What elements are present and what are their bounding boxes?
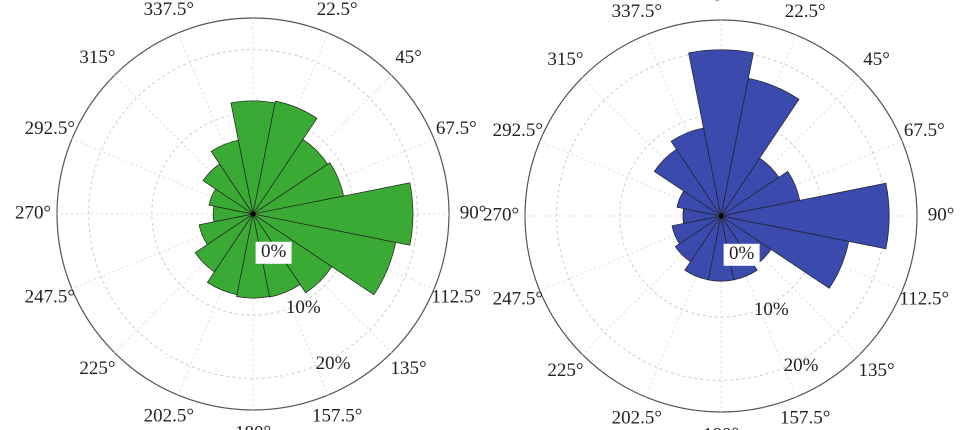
angle-label: 22.5° (785, 1, 826, 22)
r-tick-label: 20% (316, 353, 351, 374)
bar (720, 77, 800, 217)
angle-label: 135° (859, 360, 895, 381)
angle-label: 157.5° (780, 408, 830, 429)
angle-label: 45° (395, 47, 422, 68)
bar (684, 215, 722, 281)
bar (720, 215, 850, 289)
angle-label: 270° (15, 202, 51, 223)
angle-label: 180° (703, 424, 739, 430)
bar (252, 182, 414, 246)
bar (252, 213, 333, 294)
bar (252, 213, 397, 296)
angle-label: 247.5° (25, 287, 75, 308)
center-dot (718, 213, 724, 219)
angle-label: 45° (863, 49, 890, 70)
bar (198, 213, 254, 246)
angle-label: 225° (547, 360, 583, 381)
angle-label: 292.5° (493, 120, 543, 141)
r-tick-label: 10% (286, 297, 321, 318)
angle-label: 0° (712, 0, 729, 5)
bar (252, 100, 318, 215)
bar (210, 139, 254, 215)
angle-label: 247.5° (493, 289, 543, 310)
angle-label: 90° (928, 204, 955, 225)
r-tick-label: 0% (261, 241, 287, 262)
bar (206, 213, 254, 296)
tick-label-bg (255, 241, 292, 264)
angle-label: 67.5° (904, 120, 945, 141)
center-dot (250, 211, 256, 217)
r-tick-label: 0% (729, 243, 755, 264)
bar (670, 127, 722, 217)
tick-label-bg (723, 243, 760, 266)
angle-label: 112.5° (431, 287, 481, 308)
bar (720, 182, 890, 250)
angle-label: 337.5° (144, 0, 194, 20)
angle-label: 292.5° (25, 118, 75, 139)
angle-label: 337.5° (612, 1, 662, 22)
bar (674, 215, 722, 263)
angle-label: 22.5° (317, 0, 358, 20)
angle-label: 112.5° (899, 289, 949, 310)
r-tick-label: 10% (754, 299, 789, 320)
angle-label: 157.5° (312, 406, 362, 427)
angle-label: 202.5° (612, 408, 662, 429)
angle-label: 180° (235, 422, 271, 430)
r-tick-label: 20% (784, 355, 819, 376)
angle-label: 270° (483, 204, 519, 225)
bar (236, 213, 270, 299)
angle-label: 135° (391, 358, 427, 379)
angle-label: 0° (244, 0, 261, 3)
angle-label: 90° (460, 202, 487, 223)
angle-label: 315° (547, 49, 583, 70)
bar (194, 213, 254, 273)
grid-circle (88, 49, 418, 379)
angle-label: 315° (79, 47, 115, 68)
bar (688, 49, 754, 217)
angle-label: 225° (79, 358, 115, 379)
bar (671, 215, 722, 245)
angle-label: 202.5° (144, 406, 194, 427)
angle-label: 67.5° (436, 118, 477, 139)
